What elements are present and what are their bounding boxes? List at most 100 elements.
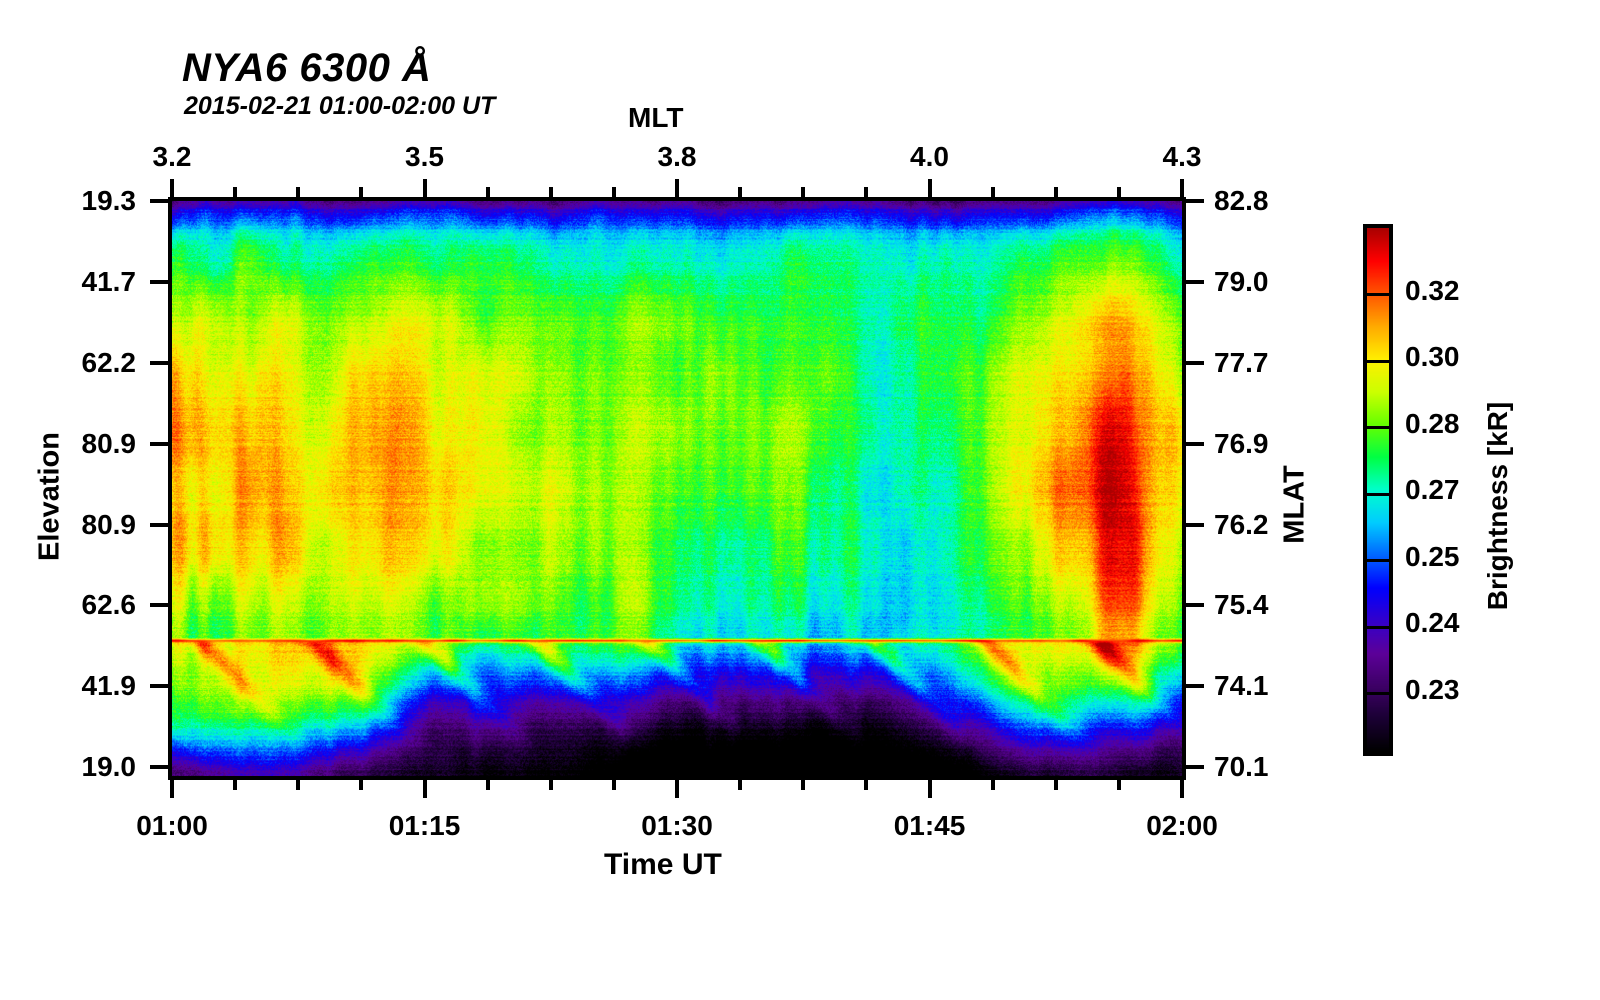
- mlat-tick-major: [1186, 603, 1204, 608]
- time-tick-minor: [738, 780, 743, 790]
- mlt-tick-major: [170, 179, 174, 197]
- mlt-tick-minor: [611, 187, 616, 197]
- mlt-tick-label: 3.2: [152, 141, 192, 172]
- mlat-tick-label: 76.9: [1214, 427, 1269, 459]
- time-tick-minor: [611, 780, 616, 790]
- colorbar-tick-label: 0.24: [1405, 607, 1460, 638]
- colorbar-divider: [1367, 293, 1389, 296]
- elevation-tick-label: 80.9: [81, 508, 137, 540]
- colorbar-tick-label: 0.25: [1405, 540, 1460, 572]
- colorbar-divider: [1367, 559, 1389, 562]
- mlt-tick-minor: [233, 187, 238, 197]
- mlat-tick-label: 70.1: [1214, 751, 1269, 783]
- mlat-tick-label: 76.2: [1214, 508, 1269, 540]
- page-title: NYA6 6300 Å: [182, 46, 432, 90]
- figure-subtitle: 2015-02-21 01:00-02:00 UT: [184, 92, 496, 120]
- colorbar-axis-label: Brightness [kR]: [1482, 401, 1513, 611]
- mlat-tick-label: 75.4: [1214, 589, 1269, 621]
- elevation-tick-major: [150, 360, 168, 365]
- colorbar-divider: [1367, 692, 1389, 695]
- time-tick-minor: [801, 780, 806, 790]
- colorbar-tick-label: 0.28: [1405, 407, 1460, 439]
- mlt-tick-minor: [296, 187, 301, 197]
- mlt-tick-label: 3.5: [405, 141, 444, 172]
- time-tick-major: [675, 780, 679, 798]
- keogram-plot-area: [168, 197, 1186, 780]
- mlt-tick-label: 4.0: [910, 141, 949, 172]
- colorbar: [1363, 224, 1393, 756]
- colorbar-divider: [1367, 359, 1389, 363]
- time-tick-major: [1180, 780, 1184, 798]
- elevation-tick-label: 19.0: [81, 751, 137, 783]
- colorbar-divider: [1367, 492, 1389, 496]
- time-tick-major: [170, 780, 174, 798]
- time-tick-label: 02:00: [1146, 810, 1218, 841]
- time-tick-minor: [864, 780, 869, 790]
- time-tick-minor: [1053, 780, 1058, 790]
- mlat-axis-label: MLAT: [1278, 465, 1311, 544]
- time-tick-label: 01:15: [388, 810, 461, 841]
- elevation-tick-label: 80.9: [81, 427, 137, 459]
- mlt-tick-major: [927, 179, 932, 197]
- mlt-tick-minor: [990, 187, 995, 197]
- colorbar-gradient: [1367, 228, 1389, 752]
- mlt-tick-minor: [1116, 187, 1121, 197]
- mlat-tick-major: [1186, 441, 1204, 446]
- mlt-tick-minor: [738, 187, 743, 197]
- elevation-tick-label: 62.6: [81, 589, 137, 621]
- elevation-tick-label: 41.9: [81, 670, 137, 702]
- mlat-tick-major: [1186, 360, 1204, 365]
- elevation-tick-major: [150, 522, 168, 527]
- elevation-tick-major: [150, 603, 168, 608]
- mlt-tick-label: 3.8: [657, 141, 697, 172]
- time-tick-minor: [359, 780, 364, 790]
- mlat-tick-major: [1186, 522, 1204, 527]
- colorbar-tick-label: 0.23: [1405, 673, 1460, 705]
- colorbar-divider: [1367, 426, 1389, 429]
- mlat-tick-major: [1186, 279, 1204, 284]
- elevation-tick-major: [150, 199, 168, 203]
- mlt-tick-minor: [1053, 187, 1058, 197]
- mlat-tick-major: [1186, 765, 1204, 770]
- time-tick-major: [927, 780, 932, 798]
- time-tick-label: 01:00: [136, 810, 208, 841]
- elevation-tick-label: 41.7: [81, 265, 137, 297]
- mlt-tick-label: 4.3: [1162, 141, 1202, 172]
- colorbar-tick-label: 0.30: [1405, 341, 1460, 372]
- mlt-tick-minor: [485, 187, 490, 197]
- time-tick-minor: [296, 780, 301, 790]
- mlat-tick-major: [1186, 684, 1204, 689]
- mlt-tick-major: [675, 179, 679, 197]
- mlat-tick-major: [1186, 199, 1204, 203]
- mlt-tick-minor: [864, 187, 869, 197]
- mlt-axis-label: MLT: [628, 102, 684, 133]
- time-tick-minor: [990, 780, 995, 790]
- time-tick-label: 01:30: [641, 810, 713, 841]
- mlt-tick-minor: [548, 187, 553, 197]
- mlat-tick-label: 79.0: [1214, 265, 1269, 297]
- keogram-image: [172, 201, 1182, 776]
- mlt-tick-major: [422, 179, 427, 197]
- elevation-tick-label: 19.3: [81, 185, 137, 216]
- time-tick-minor: [485, 780, 490, 790]
- elevation-tick-major: [150, 279, 168, 284]
- colorbar-divider: [1367, 625, 1389, 629]
- elevation-tick-major: [150, 684, 168, 689]
- time-tick-minor: [548, 780, 553, 790]
- colorbar-tick-label: 0.27: [1405, 474, 1460, 505]
- time-tick-major: [422, 780, 427, 798]
- elevation-tick-major: [150, 765, 168, 770]
- time-tick-minor: [233, 780, 238, 790]
- colorbar-tick-label: 0.32: [1405, 274, 1460, 306]
- mlat-tick-label: 82.8: [1214, 185, 1269, 216]
- mlt-tick-minor: [801, 187, 806, 197]
- time-tick-label: 01:45: [893, 810, 966, 841]
- mlt-tick-minor: [359, 187, 364, 197]
- elevation-tick-major: [150, 441, 168, 446]
- mlat-tick-label: 74.1: [1214, 670, 1269, 702]
- elevation-tick-label: 62.2: [81, 346, 137, 378]
- mlt-tick-major: [1180, 179, 1184, 197]
- mlat-tick-label: 77.7: [1214, 346, 1269, 378]
- time-axis-label: Time UT: [604, 848, 722, 881]
